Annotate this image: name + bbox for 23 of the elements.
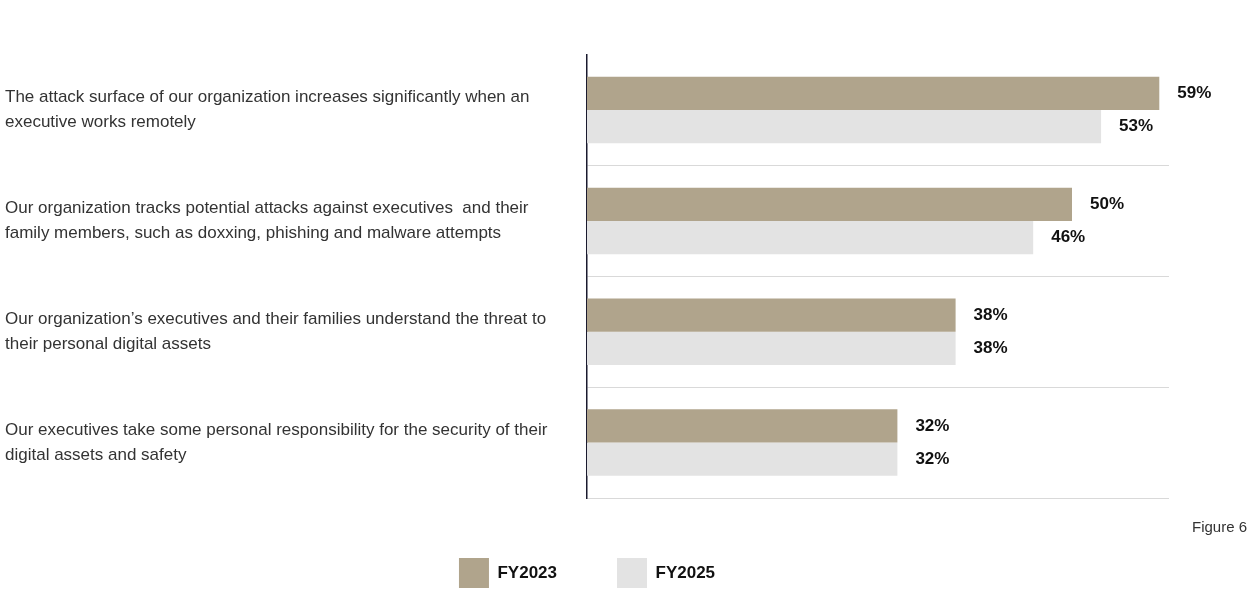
y-tick-label: Our executives take some personal responsibility for the security of their digital assets and safety <box>5 419 548 464</box>
bar <box>587 298 956 332</box>
data-label: 32% <box>915 415 950 435</box>
bar <box>587 442 898 476</box>
bar <box>587 76 1160 111</box>
bar <box>587 331 956 365</box>
y-tick-label: The attack surface of our organization increases significantly when an executive works remotely <box>5 87 530 132</box>
data-label: 53% <box>1119 116 1154 136</box>
y-tick-label: Our organization tracks potential attacks against executives and their family members, such as doxxing, phishing and malware attempts <box>5 198 529 242</box>
data-label: 38% <box>973 304 1008 324</box>
data-label: 59% <box>1177 83 1212 103</box>
bar <box>587 409 898 443</box>
legend-label: FY2025 <box>655 562 716 582</box>
bar <box>587 220 1034 255</box>
data-label: 50% <box>1090 193 1125 213</box>
data-label: 38% <box>973 338 1008 358</box>
data-label: 32% <box>915 448 950 468</box>
caption: Figure 6 <box>1191 518 1247 536</box>
bar <box>587 110 1102 144</box>
bar <box>587 187 1072 221</box>
y-tick-label: Our organization’s executives and their families understand the threat to their personal digital assets <box>5 309 547 353</box>
data-label: 46% <box>1051 227 1086 247</box>
legend-label: FY2023 <box>497 562 558 582</box>
